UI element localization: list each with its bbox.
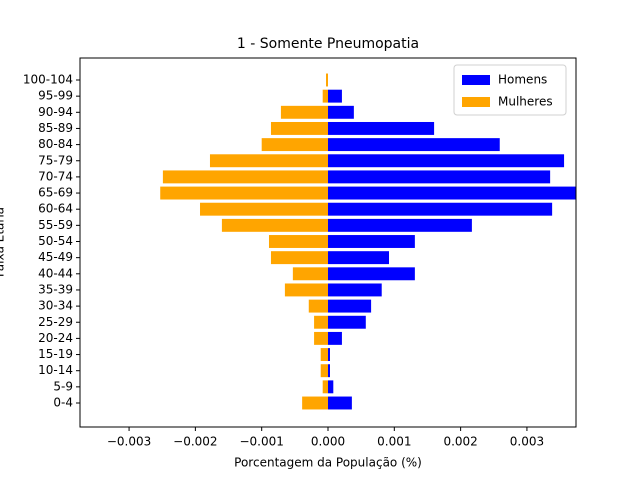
bar bbox=[328, 235, 415, 248]
bar bbox=[322, 89, 328, 103]
legend-swatch bbox=[462, 75, 490, 85]
legend-label: Homens bbox=[498, 73, 547, 87]
x-axis-label: Porcentagem da População (%) bbox=[234, 456, 422, 470]
y-tick-label: 70-74 bbox=[38, 169, 73, 183]
bar bbox=[328, 267, 415, 281]
bar bbox=[328, 251, 390, 265]
y-tick-label: 30-34 bbox=[38, 299, 73, 313]
y-tick-label: 25-29 bbox=[38, 315, 73, 329]
bar bbox=[328, 380, 334, 394]
bar bbox=[328, 89, 342, 103]
bar bbox=[326, 73, 328, 87]
bars bbox=[160, 73, 576, 410]
x-tick-label: 0.003 bbox=[510, 435, 544, 449]
bar bbox=[270, 121, 328, 135]
bar bbox=[200, 202, 328, 216]
bar bbox=[268, 235, 328, 248]
bar bbox=[328, 154, 565, 168]
bar bbox=[308, 299, 328, 313]
bar bbox=[314, 331, 328, 345]
y-tick-label: 20-24 bbox=[38, 331, 73, 345]
y-tick-label: 60-64 bbox=[38, 202, 73, 216]
x-tick-label: 0.001 bbox=[377, 435, 411, 449]
x-tick-label: 0.000 bbox=[311, 435, 345, 449]
y-axis-label: Faixa Etária bbox=[0, 207, 7, 277]
bar bbox=[328, 364, 330, 378]
bar bbox=[328, 105, 354, 119]
y-tick-label: 85-89 bbox=[38, 121, 73, 135]
bar bbox=[328, 121, 435, 135]
bar bbox=[261, 138, 328, 152]
y-tick-label: 65-69 bbox=[38, 186, 73, 200]
bar bbox=[160, 186, 328, 200]
bar bbox=[328, 283, 382, 297]
bar bbox=[270, 251, 328, 265]
y-tick-label: 55-59 bbox=[38, 218, 73, 232]
bar bbox=[328, 299, 372, 313]
y-tick-label: 35-39 bbox=[38, 282, 73, 296]
bar bbox=[320, 364, 328, 378]
y-tick-label: 50-54 bbox=[38, 234, 73, 248]
y-tick-label: 10-14 bbox=[38, 363, 73, 377]
bar bbox=[284, 283, 328, 297]
bar bbox=[328, 218, 472, 232]
y-tick-label: 80-84 bbox=[38, 137, 73, 151]
bar bbox=[314, 315, 328, 329]
y-tick-label: 90-94 bbox=[38, 105, 73, 119]
bar bbox=[328, 202, 553, 216]
bar bbox=[209, 154, 328, 168]
x-tick-label: −0.001 bbox=[239, 435, 283, 449]
y-tick-label: 75-79 bbox=[38, 153, 73, 167]
bar bbox=[280, 105, 328, 119]
bar bbox=[328, 186, 576, 200]
bar bbox=[328, 170, 551, 184]
bar bbox=[328, 396, 352, 410]
bar bbox=[328, 331, 342, 345]
legend-swatch bbox=[462, 97, 490, 107]
y-tick-label: 0-4 bbox=[53, 396, 73, 410]
y-tick-label: 100-104 bbox=[23, 73, 73, 87]
bar bbox=[302, 396, 328, 410]
bar bbox=[292, 267, 328, 281]
bar bbox=[162, 170, 328, 184]
y-tick-label: 40-44 bbox=[38, 266, 73, 280]
y-tick-label: 45-49 bbox=[38, 250, 73, 264]
bar bbox=[221, 218, 328, 232]
y-tick-label: 5-9 bbox=[53, 379, 73, 393]
bar bbox=[328, 348, 330, 362]
y-tick-label: 15-19 bbox=[38, 347, 73, 361]
legend-label: Mulheres bbox=[498, 95, 553, 109]
bar bbox=[320, 348, 328, 362]
x-tick-label: −0.003 bbox=[107, 435, 151, 449]
x-tick-label: −0.002 bbox=[173, 435, 217, 449]
bar bbox=[322, 380, 328, 394]
y-tick-label: 95-99 bbox=[38, 89, 73, 103]
bar bbox=[328, 138, 500, 152]
bar bbox=[328, 315, 366, 329]
chart-title: 1 - Somente Pneumopatia bbox=[237, 36, 419, 52]
x-tick-label: 0.002 bbox=[443, 435, 477, 449]
